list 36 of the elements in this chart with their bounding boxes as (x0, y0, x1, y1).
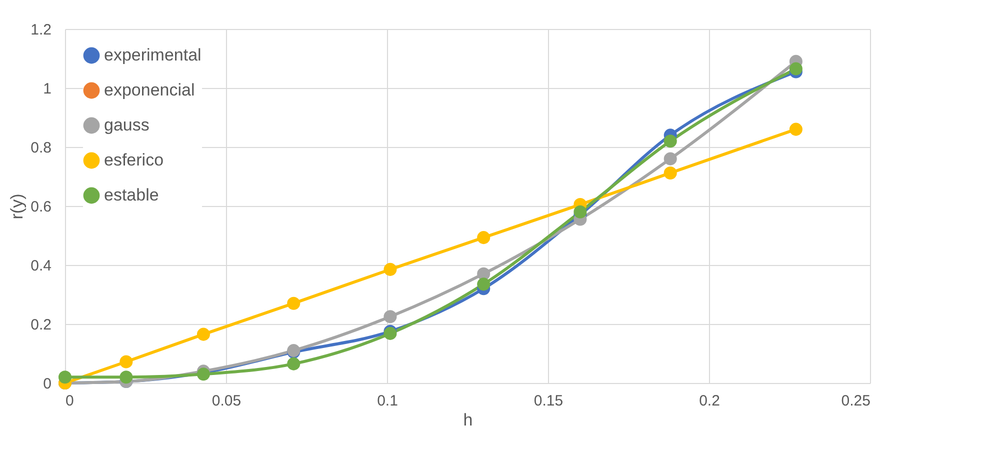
point (287, 296, 300, 310)
point (120, 370, 133, 384)
y-tick-label: 0.8 (30, 140, 52, 156)
legend-label: exponencial (104, 80, 195, 100)
point (58, 370, 72, 384)
point (196, 328, 210, 341)
point (477, 231, 490, 244)
point (664, 166, 677, 180)
point (384, 310, 397, 324)
x-tick-label: 0.1 (377, 392, 398, 410)
y-tick-label: 1.2 (30, 22, 52, 38)
legend-label: esferico (104, 150, 164, 170)
point (789, 122, 802, 136)
point (384, 262, 397, 276)
legend-label: estable (104, 186, 159, 204)
y-tick-label: 0 (43, 376, 52, 392)
legend-label: gauss (104, 116, 150, 134)
point (789, 62, 802, 76)
point (477, 278, 490, 291)
x-tick-label: 0.2 (699, 392, 720, 410)
x-tick-label: 0.25 (841, 392, 870, 410)
y-tick-label: 0.6 (30, 198, 52, 216)
x-axis-title: h (463, 410, 473, 430)
point (287, 357, 300, 370)
x-tick-label: 0.05 (212, 392, 242, 410)
point (664, 152, 677, 166)
y-tick-label: 0.2 (30, 316, 52, 334)
point (574, 205, 587, 218)
y-axis-title: r(y) (8, 194, 27, 220)
y-tick-label: 1 (43, 80, 52, 98)
y-tick-label: 0.4 (30, 258, 52, 274)
x-tick-label: 0 (66, 392, 74, 410)
x-tick-label: 0.15 (534, 392, 564, 410)
point (120, 355, 133, 368)
legend-label: experimental (104, 46, 202, 64)
point (664, 134, 677, 148)
